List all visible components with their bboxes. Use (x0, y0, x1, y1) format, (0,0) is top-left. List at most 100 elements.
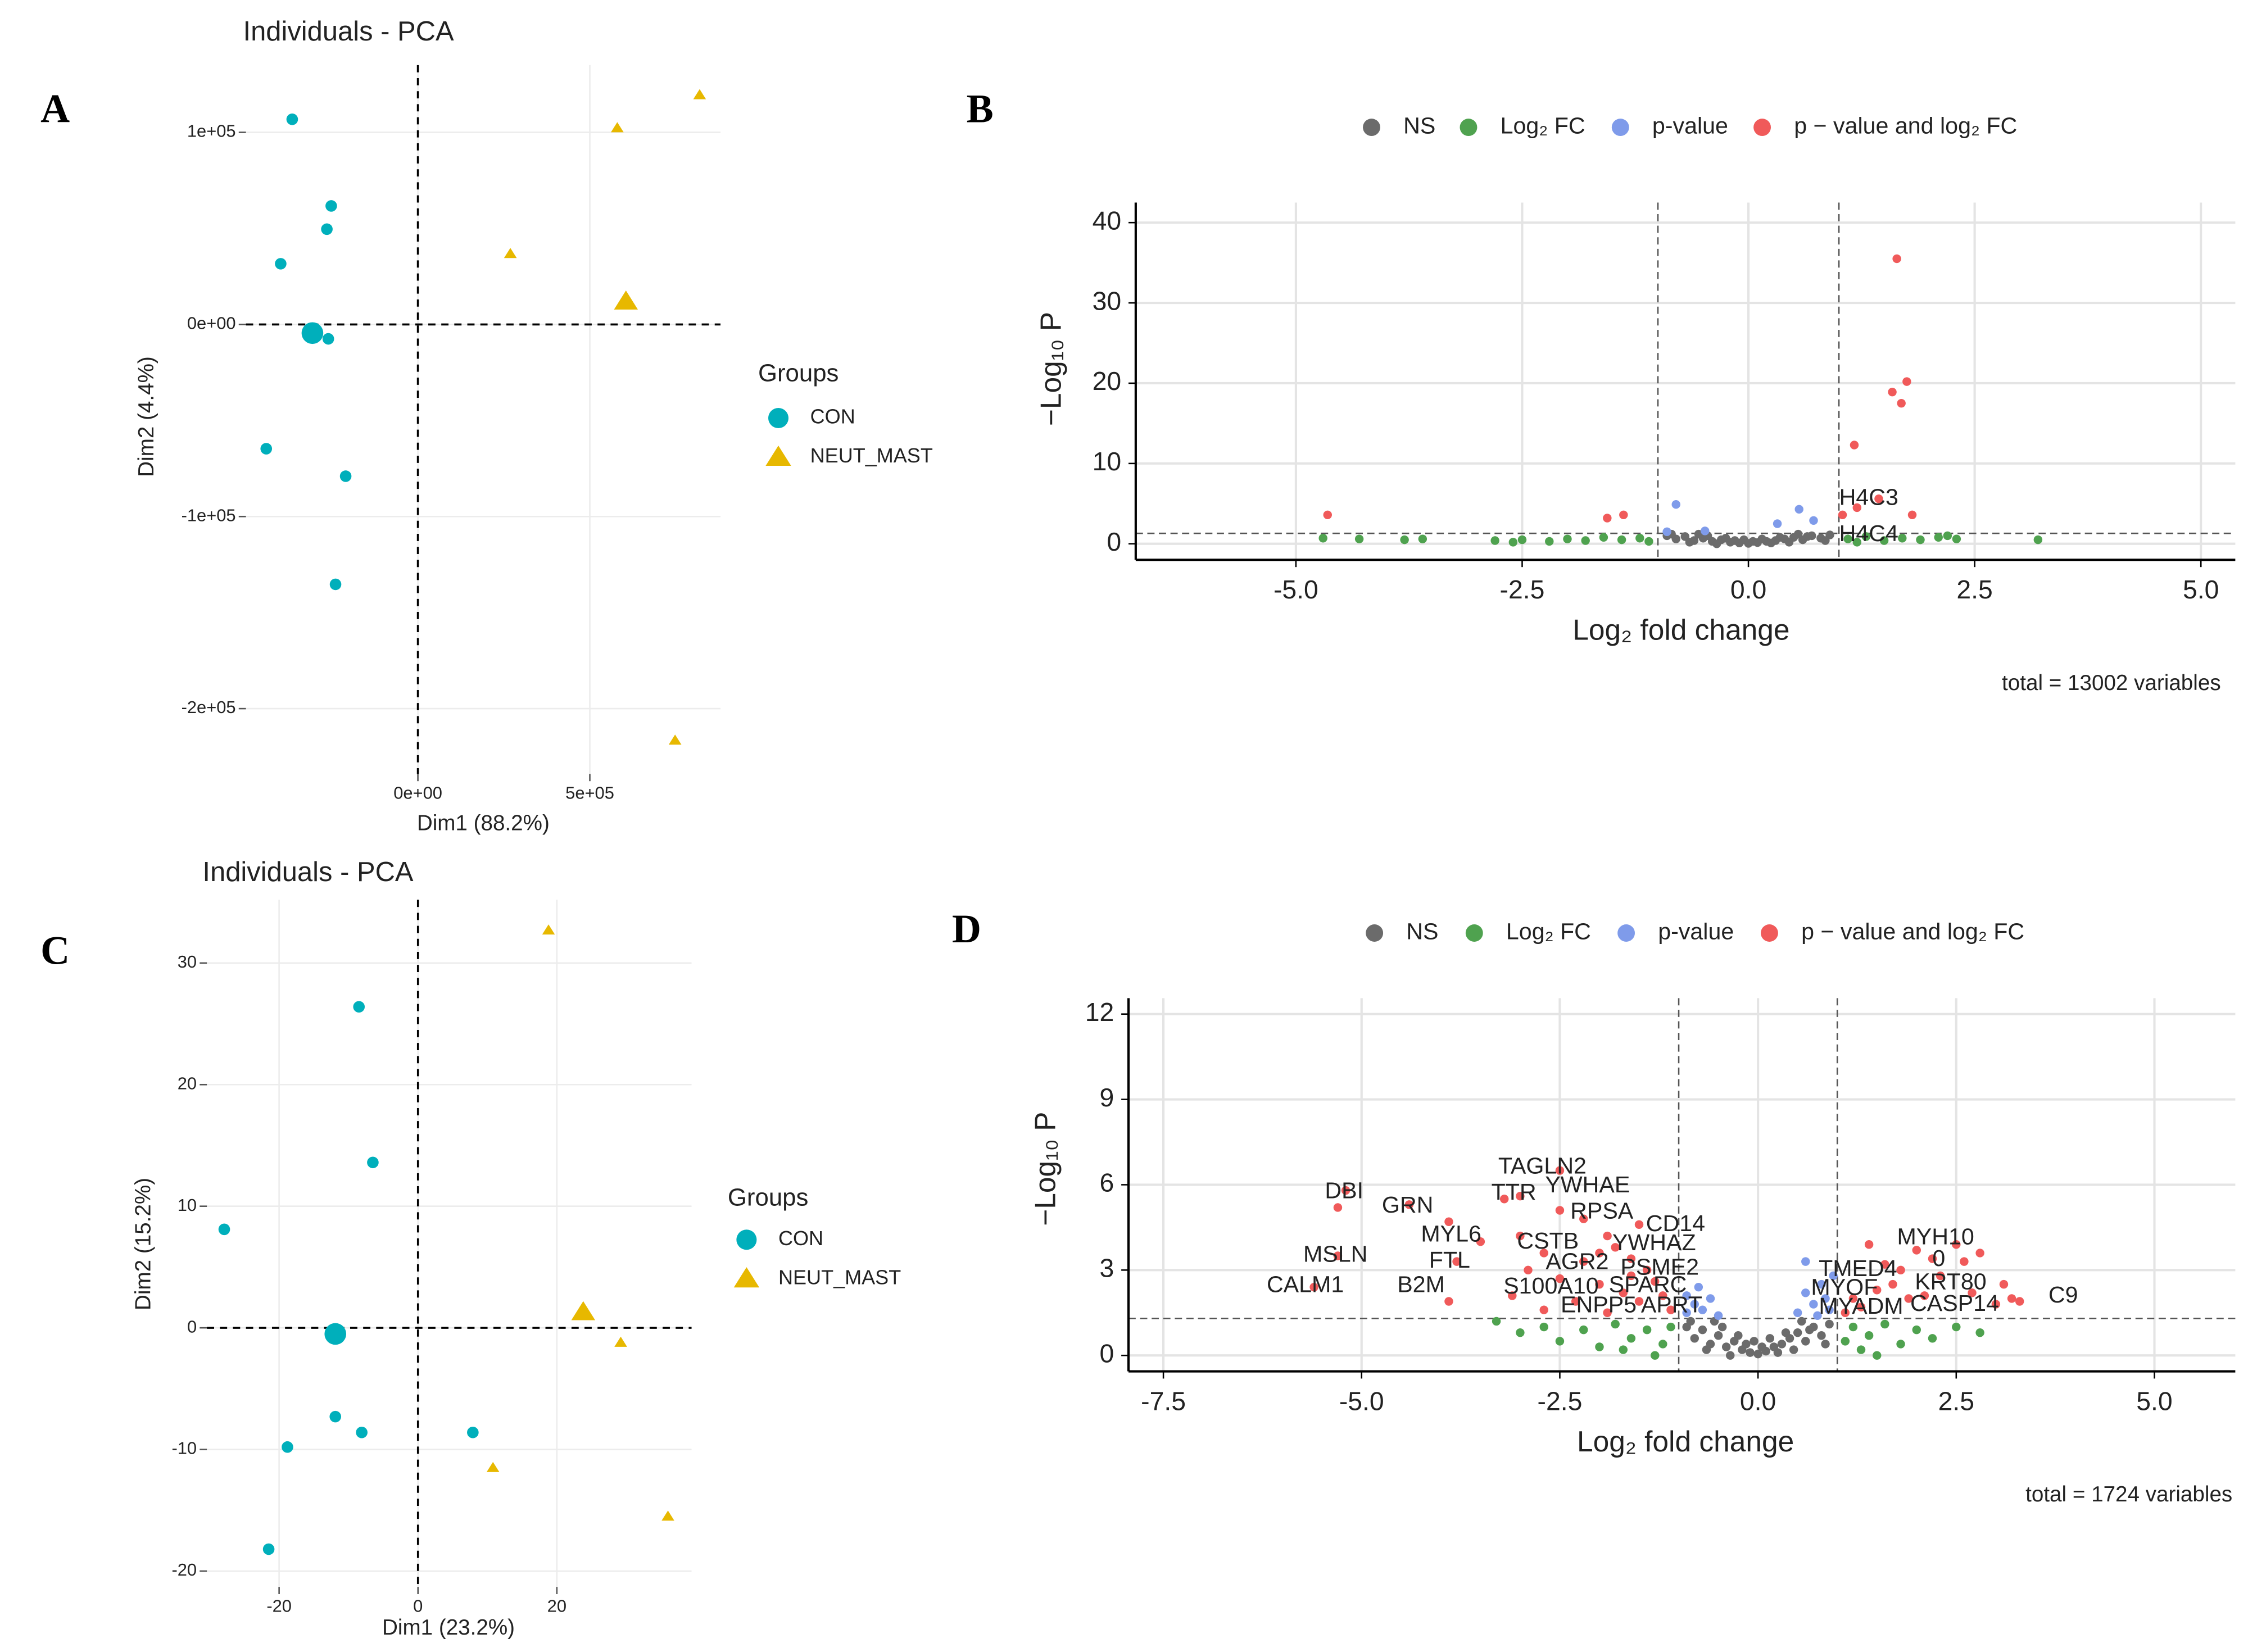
point (1852, 538, 1862, 547)
point (1856, 1345, 1866, 1354)
point (1734, 1331, 1743, 1340)
legend-label: NEUT_MAST (778, 1265, 901, 1288)
point (1991, 1300, 2001, 1309)
point (1516, 1328, 1525, 1337)
y-tick-label: 10 (178, 1195, 197, 1215)
point (329, 1410, 342, 1423)
point (1721, 1342, 1731, 1351)
point (1579, 1257, 1588, 1266)
point (1781, 1328, 1791, 1337)
gene-label: MYH10 (1897, 1223, 1974, 1249)
x-tick-label: 0.0 (1740, 1386, 1776, 1415)
gene-label: 0 (1932, 1245, 1945, 1271)
x-tick-label: -20 (266, 1596, 292, 1615)
point (275, 258, 287, 270)
point (218, 1223, 230, 1236)
point (1698, 1325, 1707, 1335)
point (2007, 1294, 2016, 1303)
point (1968, 1288, 1977, 1297)
point (1400, 535, 1409, 544)
point (486, 1462, 500, 1472)
point (1809, 516, 1818, 525)
point (1595, 1279, 1604, 1289)
x-axis-label: Dim1 (88.2%) (417, 811, 550, 836)
point (1920, 1291, 1929, 1300)
point (1603, 1308, 1612, 1317)
point (1801, 1288, 1810, 1297)
gene-label: CD14 (1646, 1210, 1705, 1236)
y-tick-label: -20 (171, 1560, 197, 1580)
point (1861, 532, 1871, 541)
panel-letter: A (40, 86, 70, 131)
y-tick-label: 20 (1093, 366, 1122, 396)
legend-swatch (1753, 119, 1771, 137)
point (1333, 1203, 1343, 1212)
x-tick-label: -5.0 (1339, 1386, 1384, 1415)
point (1801, 1257, 1810, 1266)
point (1829, 1271, 1838, 1281)
point (1418, 534, 1427, 543)
gene-label: MSLN (1303, 1241, 1367, 1267)
point (1864, 1331, 1874, 1340)
point (1682, 1308, 1691, 1317)
point (325, 200, 337, 212)
point (1825, 1305, 1834, 1314)
gene-label: YWHAZ (1612, 1229, 1696, 1255)
point (1960, 1257, 1969, 1266)
point (1341, 1186, 1350, 1195)
y-axis-label: −Log₁₀ P (1028, 1111, 1061, 1226)
point (1318, 534, 1327, 543)
point (1838, 510, 1847, 520)
legend-swatch (1460, 119, 1478, 137)
x-tick-label: -5.0 (1273, 575, 1318, 604)
point (661, 1510, 674, 1521)
gene-label: GRN (1382, 1192, 1434, 1218)
panel-letter: D (952, 906, 981, 951)
y-tick-label: 0e+00 (187, 314, 236, 333)
legend-label: CON (810, 405, 855, 428)
point (1642, 1325, 1652, 1335)
point (1864, 1240, 1874, 1249)
y-axis-label: Dim2 (15.2%) (132, 1178, 156, 1310)
point (1888, 1279, 1897, 1289)
point (1841, 1337, 1850, 1346)
point (1658, 1291, 1667, 1300)
point (321, 223, 333, 235)
point (1694, 1282, 1703, 1292)
point (1626, 1271, 1636, 1281)
centroid (614, 291, 638, 310)
x-tick-label: 2.5 (1938, 1386, 1974, 1415)
panel-letter: B (967, 86, 994, 131)
x-axis-label: Dim1 (23.2%) (382, 1615, 515, 1640)
point (1524, 1265, 1533, 1275)
point (1706, 1294, 1715, 1303)
point (1666, 1322, 1675, 1332)
y-tick-label: 10 (1093, 447, 1122, 476)
point (329, 578, 342, 591)
point (1644, 537, 1653, 546)
point (1805, 1325, 1814, 1335)
x-tick-label: -2.5 (1500, 575, 1545, 604)
point (1746, 1348, 1755, 1357)
point (1619, 510, 1628, 520)
y-tick-label: 0 (1099, 1338, 1114, 1368)
point (1936, 1271, 1945, 1281)
point (1765, 1334, 1775, 1343)
point (1773, 519, 1782, 528)
legend-swatch (1366, 924, 1384, 942)
point (1508, 538, 1518, 547)
point (1750, 1337, 1759, 1346)
point (1651, 1277, 1660, 1286)
point (1821, 1294, 1830, 1303)
point (1902, 377, 1911, 386)
point (1841, 1308, 1850, 1317)
point (1702, 1345, 1711, 1354)
point (1444, 1217, 1453, 1226)
point (1611, 1243, 1620, 1252)
point (1671, 500, 1680, 509)
point (668, 734, 682, 745)
point (1952, 534, 1961, 543)
point (1777, 1340, 1787, 1349)
point (1739, 535, 1748, 544)
